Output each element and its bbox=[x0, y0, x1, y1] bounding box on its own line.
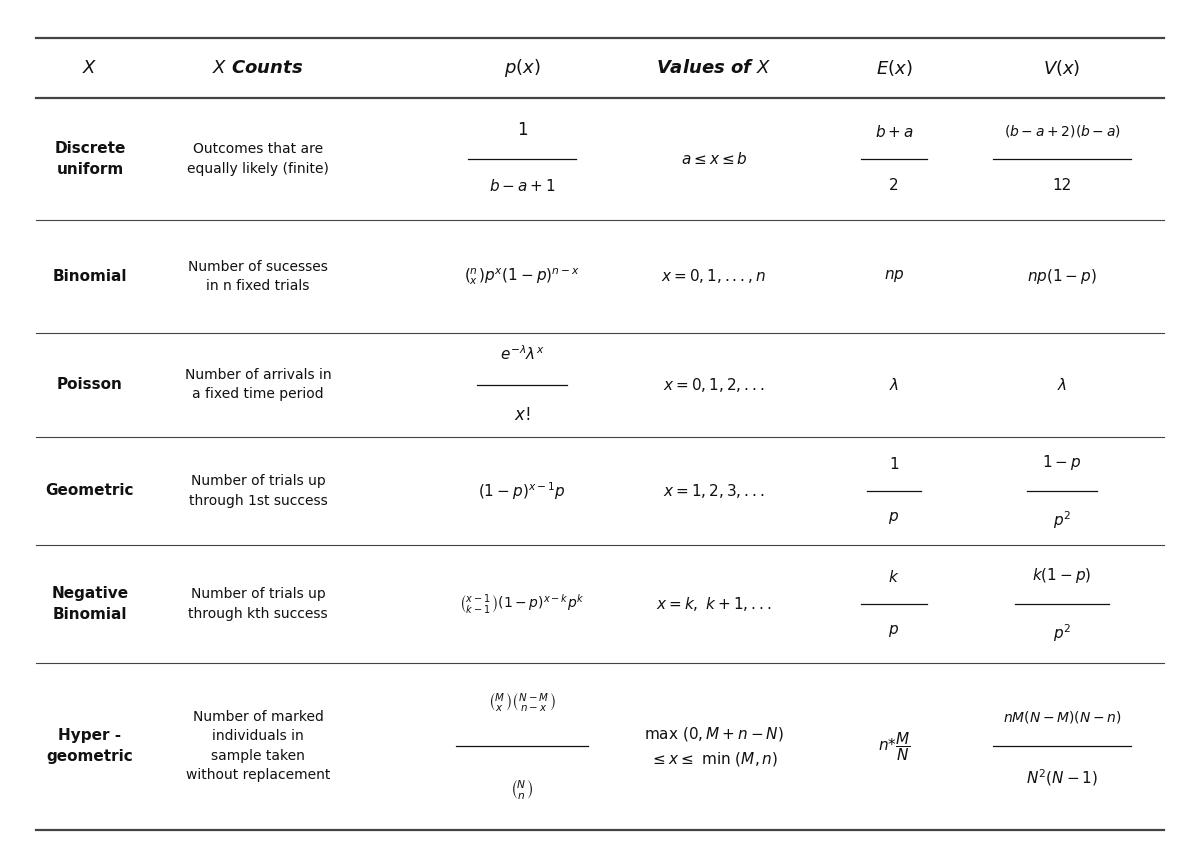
Text: Geometric: Geometric bbox=[46, 483, 134, 499]
Text: $X$ Counts: $X$ Counts bbox=[212, 59, 304, 77]
Text: $p^2$: $p^2$ bbox=[1052, 510, 1072, 531]
Text: $nM(N-M)(N-n)$: $nM(N-M)(N-n)$ bbox=[1003, 709, 1121, 725]
Text: $b+a$: $b+a$ bbox=[875, 124, 913, 140]
Text: Binomial: Binomial bbox=[53, 269, 127, 284]
Text: $e^{-\lambda}\lambda^x$: $e^{-\lambda}\lambda^x$ bbox=[500, 345, 544, 363]
Text: Values of $X$: Values of $X$ bbox=[656, 59, 772, 77]
Text: $(1-p)^{x-1}p$: $(1-p)^{x-1}p$ bbox=[478, 480, 566, 502]
Text: $k$: $k$ bbox=[888, 569, 900, 585]
Text: $\lambda$: $\lambda$ bbox=[889, 377, 899, 392]
Text: $p^2$: $p^2$ bbox=[1052, 623, 1072, 644]
Text: Number of marked
individuals in
sample taken
without replacement: Number of marked individuals in sample t… bbox=[186, 710, 330, 782]
Text: Discrete
uniform: Discrete uniform bbox=[54, 141, 126, 177]
Text: $1-p$: $1-p$ bbox=[1043, 454, 1081, 472]
Text: Negative
Binomial: Negative Binomial bbox=[52, 585, 128, 622]
Text: 2: 2 bbox=[889, 178, 899, 192]
Text: Number of arrivals in
a fixed time period: Number of arrivals in a fixed time perio… bbox=[185, 368, 331, 402]
Text: $\binom{N}{n}$: $\binom{N}{n}$ bbox=[510, 779, 534, 802]
Text: $x=0,1,...,n$: $x=0,1,...,n$ bbox=[661, 267, 767, 285]
Text: $k(1-p)$: $k(1-p)$ bbox=[1032, 566, 1092, 585]
Text: 1: 1 bbox=[889, 457, 899, 472]
Text: $np$: $np$ bbox=[883, 268, 905, 284]
Text: $p(x)$: $p(x)$ bbox=[504, 57, 540, 79]
Text: $n{*}\dfrac{M}{N}$: $n{*}\dfrac{M}{N}$ bbox=[877, 730, 911, 762]
Text: $\binom{x-1}{k-1}(1-p)^{x-k}p^k$: $\binom{x-1}{k-1}(1-p)^{x-k}p^k$ bbox=[460, 592, 584, 615]
Text: $x=0,1,2,...$: $x=0,1,2,...$ bbox=[664, 376, 764, 394]
Text: Number of trials up
through 1st success: Number of trials up through 1st success bbox=[188, 474, 328, 508]
Text: $N^2(N-1)$: $N^2(N-1)$ bbox=[1026, 768, 1098, 788]
Text: $E(x)$: $E(x)$ bbox=[876, 58, 912, 78]
Text: $V(x)$: $V(x)$ bbox=[1043, 58, 1081, 78]
Text: 12: 12 bbox=[1052, 179, 1072, 193]
Text: max $(0,M+n-N)$
$\leq x \leq$ min $(M,n)$: max $(0,M+n-N)$ $\leq x \leq$ min $(M,n)… bbox=[644, 725, 784, 768]
Text: $a \leq x \leq b$: $a \leq x \leq b$ bbox=[680, 151, 748, 167]
Text: Number of trials up
through kth success: Number of trials up through kth success bbox=[188, 587, 328, 620]
Text: $(b-a+2)(b-a)$: $(b-a+2)(b-a)$ bbox=[1003, 123, 1121, 140]
Text: $p$: $p$ bbox=[888, 510, 900, 526]
Text: $b-a+1$: $b-a+1$ bbox=[488, 179, 556, 194]
Text: $x=k,\ k+1,...$: $x=k,\ k+1,...$ bbox=[656, 595, 772, 613]
Text: $\binom{n}{x}p^x(1-p)^{n-x}$: $\binom{n}{x}p^x(1-p)^{n-x}$ bbox=[464, 266, 580, 287]
Text: Poisson: Poisson bbox=[58, 377, 122, 392]
Text: $x!$: $x!$ bbox=[514, 406, 530, 424]
Text: $np(1-p)$: $np(1-p)$ bbox=[1027, 267, 1097, 286]
Text: Outcomes that are
equally likely (finite): Outcomes that are equally likely (finite… bbox=[187, 142, 329, 175]
Text: $x=1,2,3,...$: $x=1,2,3,...$ bbox=[664, 482, 764, 500]
Text: Number of sucesses
in n fixed trials: Number of sucesses in n fixed trials bbox=[188, 260, 328, 293]
Text: $X$: $X$ bbox=[83, 59, 97, 77]
Text: Hyper -
geometric: Hyper - geometric bbox=[47, 728, 133, 764]
Text: $\lambda$: $\lambda$ bbox=[1057, 377, 1067, 392]
Text: $p$: $p$ bbox=[888, 623, 900, 638]
Text: $\binom{M}{x}\binom{N-M}{n-x}$: $\binom{M}{x}\binom{N-M}{n-x}$ bbox=[488, 692, 556, 714]
Text: 1: 1 bbox=[517, 122, 527, 140]
